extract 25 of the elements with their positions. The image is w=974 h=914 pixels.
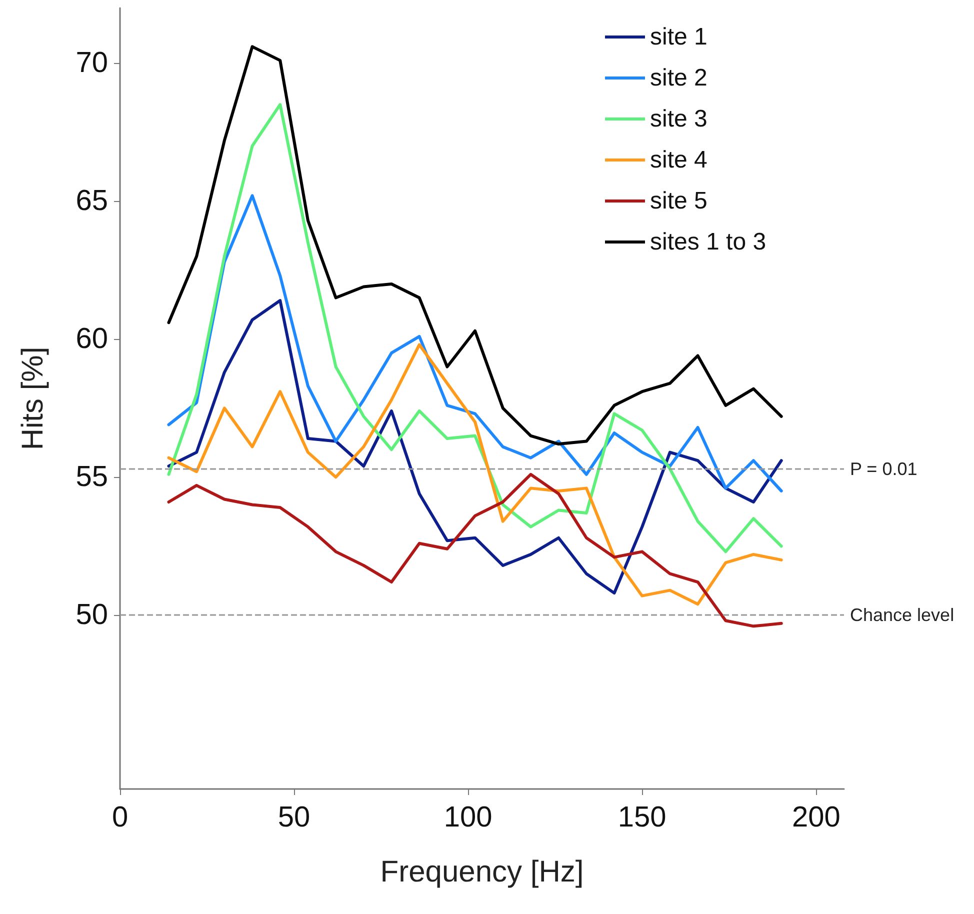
y-tick-label: 55 [76, 461, 108, 494]
legend-label: sites 1 to 3 [650, 228, 766, 256]
line-series [167, 45, 783, 446]
x-axis-title: Frequency [Hz] [380, 856, 584, 888]
y-tick-label: 60 [76, 323, 108, 356]
line-series [167, 103, 783, 554]
y-tick-label: 70 [76, 47, 108, 80]
legend-label: site 5 [650, 188, 708, 214]
x-tick-label: 150 [618, 802, 666, 834]
x-tick-label: 0 [112, 802, 128, 834]
ref-line-label: Chance level [850, 605, 954, 626]
legend-label: site 4 [650, 146, 708, 174]
line-series [167, 343, 783, 606]
x-tick-label: 200 [792, 802, 840, 834]
x-tick-label: 100 [444, 802, 492, 834]
y-tick-label: 50 [76, 599, 108, 632]
line-series [167, 472, 783, 628]
legend-label: site 3 [650, 106, 708, 132]
x-tick-label: 50 [278, 802, 310, 834]
text: P = 0.01 [850, 458, 918, 479]
y-axis-title: Hits [%] [16, 346, 50, 450]
y-tick-label: 65 [76, 185, 108, 218]
legend-label: site 2 [650, 64, 708, 92]
legend-label: site 1 [650, 24, 708, 50]
line-series [167, 299, 783, 595]
